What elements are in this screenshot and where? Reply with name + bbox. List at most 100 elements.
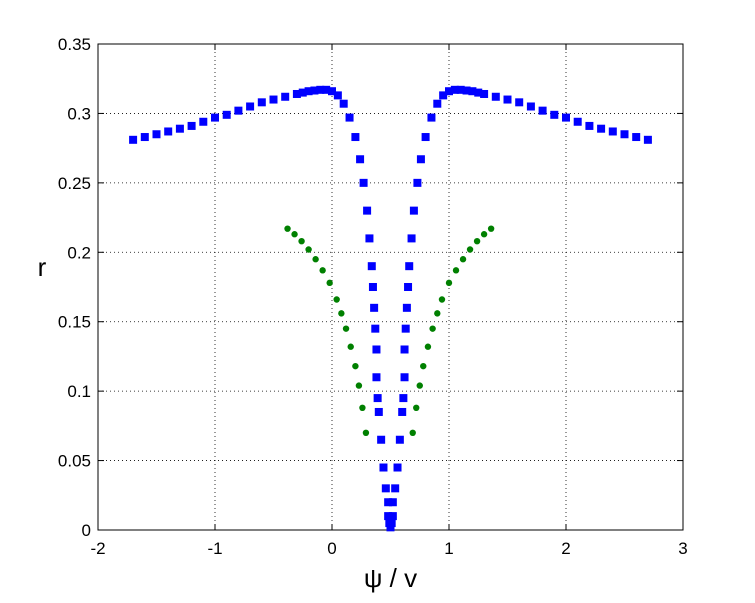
data-point <box>400 373 409 382</box>
data-point <box>538 106 547 115</box>
data-point <box>445 279 453 287</box>
data-point <box>438 296 446 303</box>
data-point <box>211 113 219 122</box>
data-point <box>439 91 448 100</box>
data-point <box>398 407 407 416</box>
data-point <box>384 512 393 521</box>
data-point <box>379 463 388 472</box>
axis-ticks: -2 -1 0 1 2 3 0 0.05 0.1 0.15 0.2 0.25 0.3 0.35 <box>58 35 688 558</box>
y-tick-label: 0 <box>82 521 91 540</box>
data-point <box>597 124 606 133</box>
plot-area-frame <box>97 43 684 531</box>
data-point <box>409 429 416 436</box>
series-1 <box>129 85 652 532</box>
data-point <box>445 87 453 96</box>
data-point <box>413 404 420 412</box>
data-point <box>388 512 397 521</box>
data-point <box>474 88 483 97</box>
data-point <box>355 382 363 389</box>
data-point <box>377 435 386 444</box>
data-point <box>491 92 500 101</box>
data-point <box>386 523 395 532</box>
data-point <box>404 283 413 291</box>
data-point <box>405 262 414 271</box>
x-axis-label: ψ / v <box>364 563 417 593</box>
data-point <box>372 373 381 382</box>
y-axis-label: r <box>38 252 47 282</box>
data-point <box>373 394 382 403</box>
data-point <box>338 310 345 317</box>
data-point <box>365 234 374 243</box>
data-point <box>363 206 372 215</box>
data-point <box>620 130 629 139</box>
data-point <box>359 178 368 187</box>
data-point <box>310 86 319 95</box>
data-point <box>351 133 360 142</box>
data-point <box>459 256 467 263</box>
data-point <box>312 256 319 263</box>
data-point <box>393 463 402 472</box>
data-points <box>129 85 652 532</box>
data-point <box>413 178 422 187</box>
data-point <box>384 498 393 507</box>
data-point <box>468 87 477 96</box>
data-point <box>550 110 559 119</box>
data-point <box>466 246 474 253</box>
series-2 <box>284 225 495 436</box>
data-point <box>347 343 354 350</box>
data-point <box>424 343 432 350</box>
data-point <box>400 345 409 354</box>
data-point <box>129 135 138 144</box>
data-point <box>409 206 418 215</box>
data-point <box>152 130 161 139</box>
data-point <box>140 133 149 142</box>
data-point <box>316 85 325 94</box>
data-point <box>562 113 570 122</box>
data-point <box>187 121 196 130</box>
data-point <box>305 246 312 253</box>
data-point <box>452 267 460 274</box>
data-point <box>473 237 481 245</box>
data-point <box>359 404 366 412</box>
data-point <box>199 117 208 126</box>
data-point <box>421 133 430 142</box>
data-point <box>456 85 465 94</box>
data-point <box>388 498 397 507</box>
data-point <box>643 135 652 144</box>
y-tick-label: 0.15 <box>58 313 91 332</box>
data-point <box>401 324 410 333</box>
data-point <box>395 435 404 444</box>
data-point <box>416 155 425 164</box>
data-point <box>434 310 441 317</box>
y-tick-label: 0.35 <box>58 35 91 54</box>
y-tick-label: 0.3 <box>67 104 91 123</box>
data-point <box>304 87 313 96</box>
data-point <box>298 237 305 245</box>
y-tick-label: 0.2 <box>67 243 91 262</box>
data-point <box>371 324 380 333</box>
y-tick-label: 0.05 <box>58 452 91 471</box>
x-tick-label: -2 <box>90 539 105 558</box>
data-point <box>370 303 379 312</box>
data-point <box>298 88 307 97</box>
data-point <box>284 225 291 232</box>
data-point <box>427 113 436 122</box>
data-point <box>333 91 342 100</box>
data-point <box>281 92 290 101</box>
x-tick-label: -1 <box>207 539 222 558</box>
data-point <box>333 296 340 303</box>
data-point <box>372 345 381 354</box>
x-tick-label: 2 <box>561 539 570 558</box>
data-point <box>234 106 243 115</box>
data-point <box>367 262 376 271</box>
data-point <box>480 231 488 238</box>
data-point <box>487 225 495 232</box>
data-point <box>374 407 383 416</box>
data-point <box>164 127 173 136</box>
data-point <box>292 89 301 98</box>
data-point <box>503 95 512 104</box>
data-point <box>342 325 350 332</box>
data-point <box>381 484 390 493</box>
data-point <box>420 362 427 370</box>
